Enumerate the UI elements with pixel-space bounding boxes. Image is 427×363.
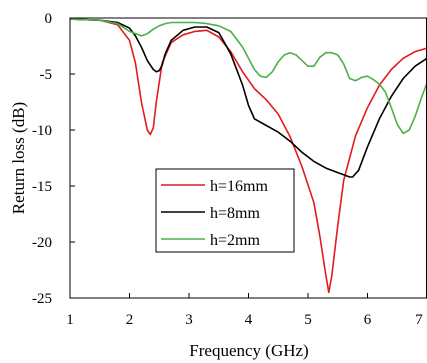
x-tick-label: 3 [185, 312, 193, 328]
series-line-0 [69, 18, 427, 294]
y-tick-label: -15 [32, 179, 52, 195]
series-line-1 [69, 18, 427, 178]
y-axis-ticks: 0 -5 -10 -15 -20 -25 [32, 11, 75, 307]
y-axis-title: Return loss (dB) [9, 102, 28, 214]
plot-frame [69, 17, 427, 299]
x-tick-label: 7 [415, 312, 423, 328]
legend-label-h8: h=8mm [210, 205, 260, 222]
x-tick-label: 2 [126, 312, 134, 328]
x-tick-label: 6 [364, 312, 372, 328]
x-axis-title: Frequency (GHz) [189, 341, 308, 360]
legend-box [155, 168, 295, 253]
x-tick-label: 4 [245, 312, 253, 328]
legend-label-h2: h=2mm [210, 232, 260, 249]
legend-label-h16: h=16mm [210, 178, 268, 195]
legend: h=16mm h=8mm h=2mm [155, 168, 295, 253]
series-line-2 [69, 18, 427, 135]
x-axis-ticks: 1 2 3 4 5 6 7 [66, 293, 427, 328]
y-tick-label: -20 [32, 235, 52, 251]
plot-lines [69, 18, 427, 294]
x-tick-label: 5 [304, 312, 312, 328]
y-tick-label: -25 [32, 291, 52, 307]
x-tick-label: 1 [66, 312, 74, 328]
y-tick-label: -10 [32, 123, 52, 139]
y-tick-label: 0 [45, 11, 53, 27]
y-tick-label: -5 [40, 67, 53, 83]
